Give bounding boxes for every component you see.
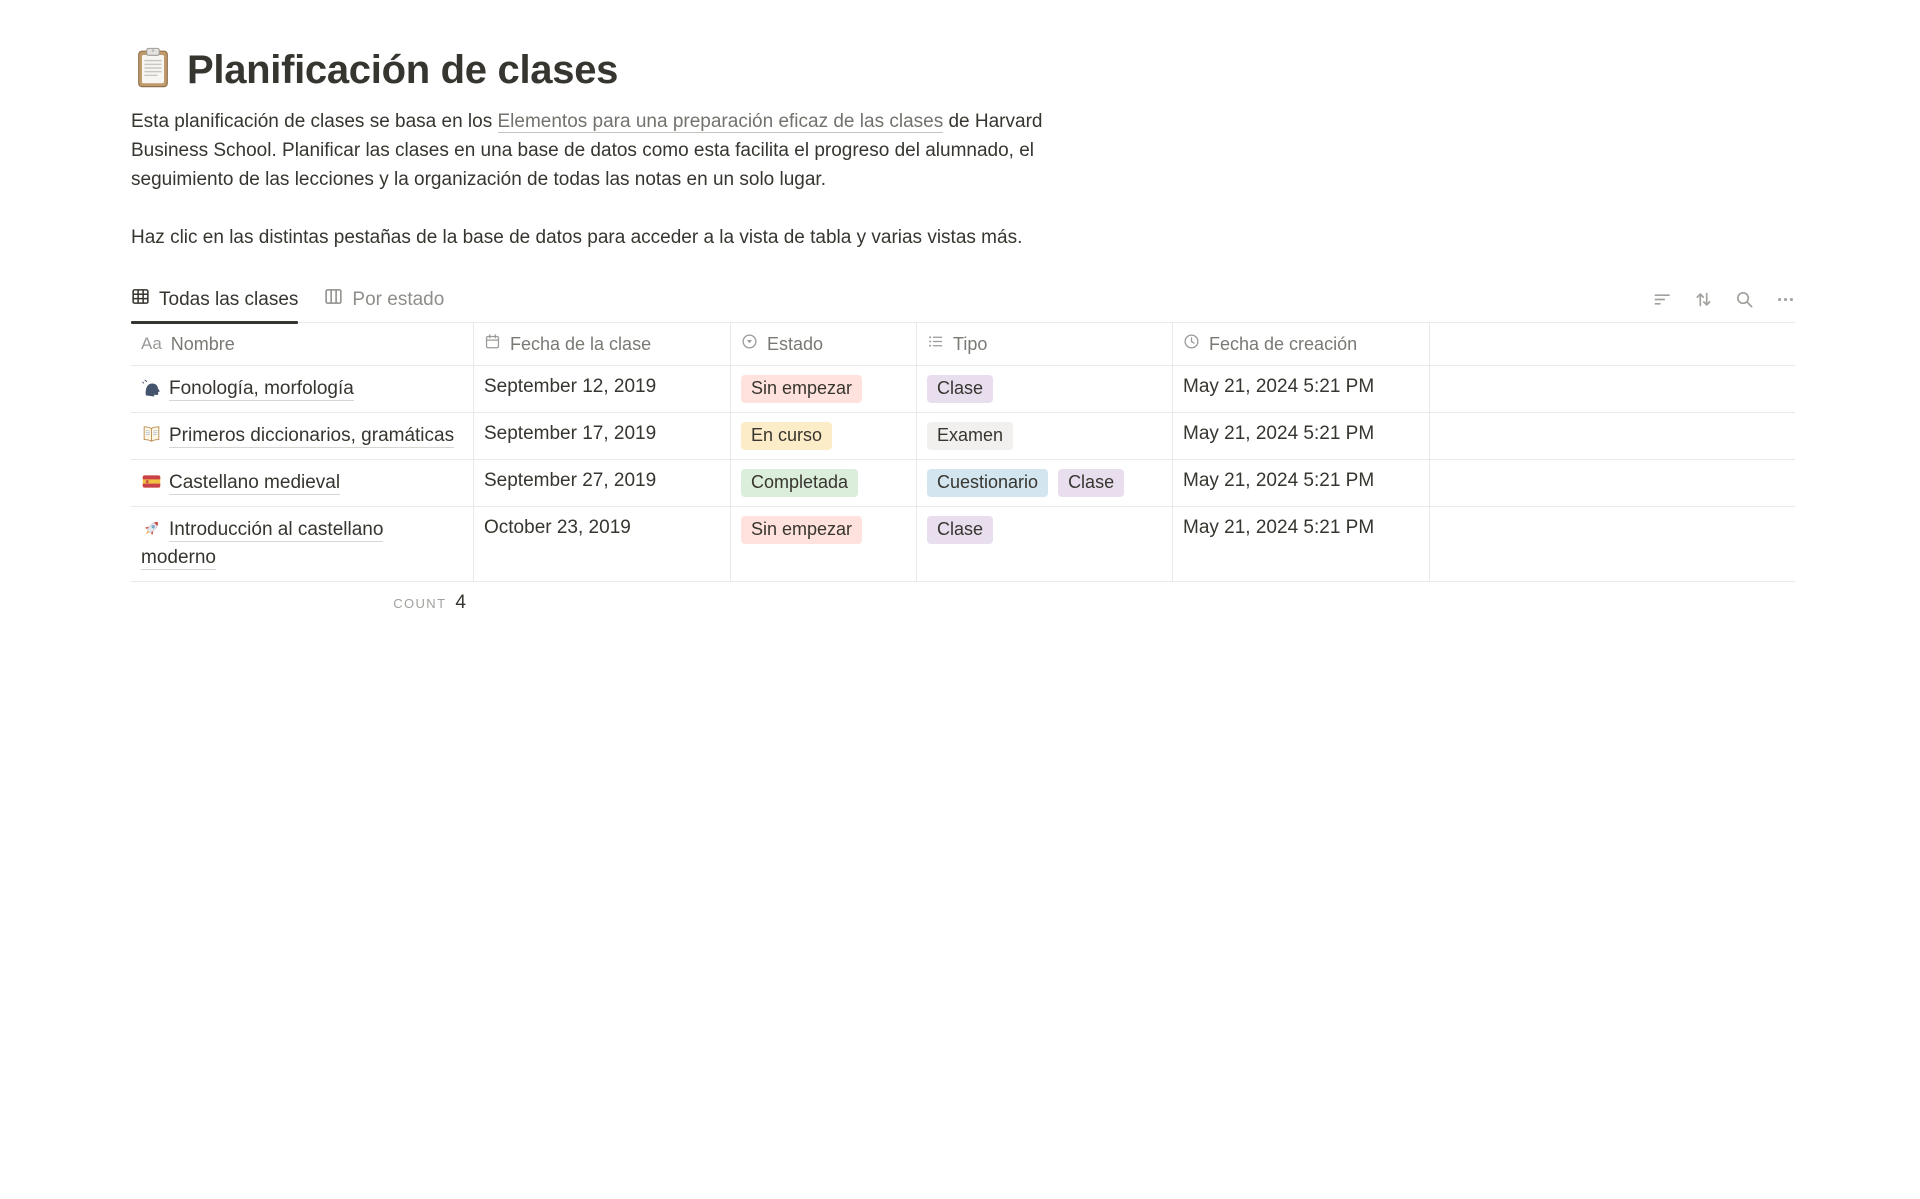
tag-badge: Examen bbox=[927, 422, 1014, 450]
created-cell[interactable]: May 21, 2024 5:21 PM bbox=[1173, 460, 1430, 506]
column-label: Estado bbox=[767, 334, 824, 354]
tag-badge: Clase bbox=[927, 375, 994, 403]
name-cell[interactable]: Primeros diccionarios, gramáticas bbox=[131, 413, 474, 459]
date-cell[interactable]: September 17, 2019 bbox=[474, 413, 731, 459]
sort-icon[interactable] bbox=[1694, 290, 1713, 309]
date-cell[interactable]: October 23, 2019 bbox=[474, 507, 731, 581]
speaking-head-icon bbox=[141, 378, 169, 399]
name-cell[interactable]: Introducción al castellano moderno bbox=[131, 507, 474, 581]
classes-table: Aa Nombre Fecha de la clase bbox=[131, 323, 1795, 614]
text-icon: Aa bbox=[141, 334, 162, 353]
name-cell[interactable]: Fonología, morfología bbox=[131, 366, 474, 412]
count-summary[interactable]: COUNT 4 bbox=[131, 592, 474, 614]
status-badge: En curso bbox=[741, 422, 833, 450]
page-link[interactable]: Fonología, morfología bbox=[169, 378, 354, 401]
column-label: Tipo bbox=[953, 334, 988, 354]
column-label: Nombre bbox=[170, 334, 235, 354]
clock-icon bbox=[1183, 332, 1200, 356]
column-header-empty[interactable] bbox=[1430, 323, 1795, 365]
hint-paragraph: Haz clic en las distintas pestañas de la… bbox=[131, 227, 1023, 248]
empty-cell[interactable] bbox=[1430, 413, 1795, 459]
status-badge: Completada bbox=[741, 469, 859, 497]
status-badge: Sin empezar bbox=[741, 516, 863, 544]
table-row: Introducción al castellano moderno Octob… bbox=[131, 507, 1795, 582]
created-cell[interactable]: May 21, 2024 5:21 PM bbox=[1173, 507, 1430, 581]
created-cell[interactable]: May 21, 2024 5:21 PM bbox=[1173, 413, 1430, 459]
empty-cell[interactable] bbox=[1430, 507, 1795, 581]
board-view-icon bbox=[324, 287, 343, 312]
spain-flag-icon bbox=[141, 472, 169, 493]
name-cell[interactable]: Castellano medieval bbox=[131, 460, 474, 506]
count-label: COUNT bbox=[393, 596, 447, 611]
open-book-icon bbox=[141, 425, 169, 446]
search-icon[interactable] bbox=[1735, 290, 1754, 309]
database-toolbar bbox=[1653, 290, 1795, 309]
created-cell[interactable]: May 21, 2024 5:21 PM bbox=[1173, 366, 1430, 412]
page-link[interactable]: Introducción al castellano moderno bbox=[141, 519, 384, 570]
empty-cell[interactable] bbox=[1430, 460, 1795, 506]
page-header: Planificación de clases bbox=[131, 46, 1795, 95]
tags-cell[interactable]: Clase bbox=[917, 507, 1173, 581]
list-icon bbox=[927, 332, 944, 356]
status-badge: Sin empezar bbox=[741, 375, 863, 403]
view-tabs-bar: Todas las clases Por estado bbox=[131, 277, 1795, 324]
intro-paragraph: Esta planificación de clases se basa en … bbox=[131, 107, 1057, 194]
column-label: Fecha de creación bbox=[1209, 334, 1358, 354]
empty-cell[interactable] bbox=[1430, 366, 1795, 412]
table-view-icon bbox=[131, 287, 150, 312]
rocket-icon bbox=[141, 519, 169, 540]
page-link[interactable]: Castellano medieval bbox=[169, 472, 341, 495]
clipboard-icon bbox=[131, 46, 175, 95]
tags-cell[interactable]: Cuestionario Clase bbox=[917, 460, 1173, 506]
harvard-elements-link[interactable]: Elementos para una preparación eficaz de… bbox=[497, 111, 944, 133]
date-cell[interactable]: September 27, 2019 bbox=[474, 460, 731, 506]
table-row: Castellano medieval September 27, 2019 C… bbox=[131, 460, 1795, 507]
tab-por-estado[interactable]: Por estado bbox=[324, 277, 444, 323]
status-cell[interactable]: En curso bbox=[731, 413, 917, 459]
tag-badge: Clase bbox=[1058, 469, 1125, 497]
date-cell[interactable]: September 12, 2019 bbox=[474, 366, 731, 412]
table-footer: COUNT 4 bbox=[131, 592, 1795, 614]
column-header-tipo[interactable]: Tipo bbox=[917, 323, 1173, 365]
table-header-row: Aa Nombre Fecha de la clase bbox=[131, 323, 1795, 366]
calendar-icon bbox=[484, 332, 501, 356]
tags-cell[interactable]: Examen bbox=[917, 413, 1173, 459]
page-content: Planificación de clases Esta planificaci… bbox=[131, 0, 1795, 614]
page-link[interactable]: Primeros diccionarios, gramáticas bbox=[169, 425, 455, 448]
tab-label: Por estado bbox=[352, 288, 445, 310]
column-header-fecha-clase[interactable]: Fecha de la clase bbox=[474, 323, 731, 365]
column-header-fecha-creacion[interactable]: Fecha de creación bbox=[1173, 323, 1430, 365]
column-header-estado[interactable]: Estado bbox=[731, 323, 917, 365]
table-row: Fonología, morfología September 12, 2019… bbox=[131, 366, 1795, 413]
tag-badge: Clase bbox=[927, 516, 994, 544]
column-header-nombre[interactable]: Aa Nombre bbox=[131, 323, 474, 365]
filter-icon[interactable] bbox=[1653, 290, 1672, 309]
status-cell[interactable]: Sin empezar bbox=[731, 366, 917, 412]
page-title: Planificación de clases bbox=[187, 48, 619, 92]
tab-label: Todas las clases bbox=[159, 288, 299, 310]
intro-text-after: de Harvard Business School. Planificar l… bbox=[131, 111, 1043, 190]
tags-cell[interactable]: Clase bbox=[917, 366, 1173, 412]
intro-text-before: Esta planificación de clases se basa en … bbox=[131, 111, 498, 132]
column-label: Fecha de la clase bbox=[510, 334, 652, 354]
more-icon[interactable] bbox=[1776, 290, 1795, 309]
status-icon bbox=[741, 332, 758, 356]
status-cell[interactable]: Sin empezar bbox=[731, 507, 917, 581]
tab-todas-las-clases[interactable]: Todas las clases bbox=[131, 277, 299, 324]
status-cell[interactable]: Completada bbox=[731, 460, 917, 506]
count-value: 4 bbox=[455, 592, 466, 613]
table-row: Primeros diccionarios, gramáticas Septem… bbox=[131, 413, 1795, 460]
tag-badge: Cuestionario bbox=[927, 469, 1049, 497]
